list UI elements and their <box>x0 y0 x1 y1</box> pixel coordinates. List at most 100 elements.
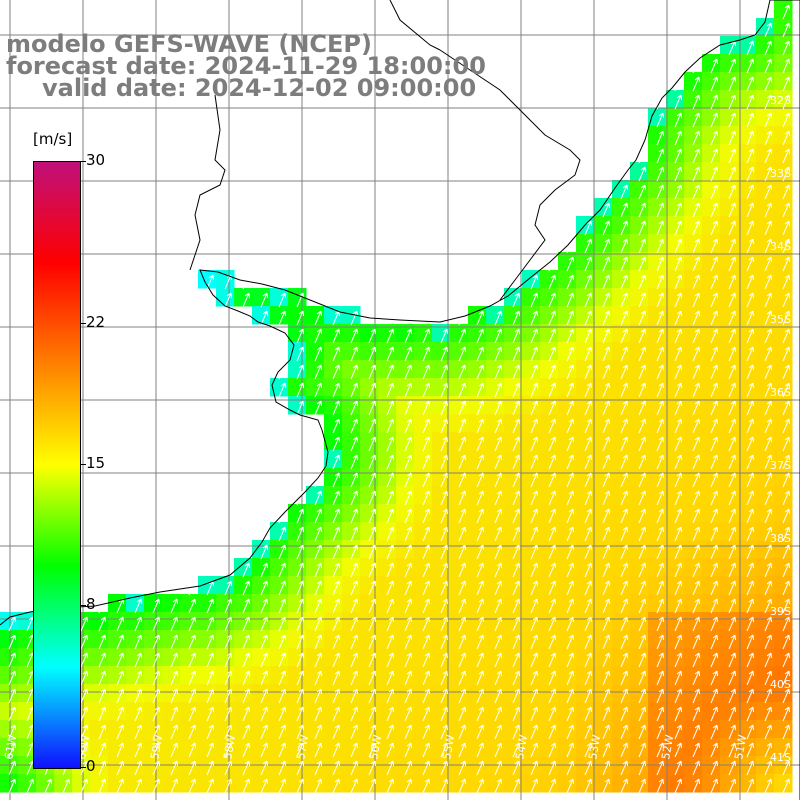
wind-arrow <box>584 256 592 272</box>
wind-arrow <box>692 148 700 164</box>
wind-arrow <box>278 616 286 632</box>
wind-arrow <box>692 562 700 578</box>
wind-speed-cell <box>630 342 649 361</box>
wind-speed-cell <box>414 504 433 523</box>
wind-speed-cell <box>720 234 739 253</box>
wind-arrow <box>764 346 772 362</box>
wind-arrow <box>764 220 772 236</box>
wind-arrow <box>674 292 682 308</box>
wind-arrow <box>332 598 340 614</box>
wind-arrow <box>116 778 124 794</box>
wind-arrow <box>152 760 160 776</box>
wind-arrow <box>548 328 556 344</box>
wind-arrow <box>512 328 520 344</box>
wind-speed-cell <box>558 486 577 505</box>
wind-arrow <box>512 400 520 416</box>
wind-arrow <box>242 598 250 614</box>
wind-arrow <box>368 472 376 488</box>
wind-speed-cell <box>360 612 379 631</box>
wind-speed-cell <box>612 270 631 289</box>
wind-arrow <box>476 328 484 344</box>
wind-speed-cell <box>648 396 667 415</box>
wind-speed-cell <box>720 342 739 361</box>
colorbar-tick-mark <box>80 767 86 768</box>
wind-speed-cell <box>576 522 595 541</box>
wind-arrow <box>512 346 520 362</box>
wind-arrow <box>440 328 448 344</box>
wind-speed-cell <box>306 630 325 649</box>
wind-arrow <box>548 616 556 632</box>
wind-speed-cell <box>774 630 793 649</box>
wind-arrow <box>440 742 448 758</box>
wind-arrow <box>656 580 664 596</box>
wind-arrow <box>188 670 196 686</box>
wind-arrow <box>656 760 664 776</box>
wind-speed-cell <box>666 432 685 451</box>
wind-speed-cell <box>558 414 577 433</box>
wind-speed-cell <box>468 594 487 613</box>
wind-speed-cell <box>576 306 595 325</box>
wind-speed-cell <box>504 306 523 325</box>
wind-speed-cell <box>720 432 739 451</box>
wind-speed-cell <box>414 702 433 721</box>
wind-arrow <box>548 418 556 434</box>
wind-speed-cell <box>216 612 235 631</box>
wind-arrow <box>476 526 484 542</box>
wind-arrow <box>512 310 520 326</box>
wind-speed-cell <box>612 432 631 451</box>
wind-arrow <box>548 472 556 488</box>
wind-arrow <box>368 418 376 434</box>
wind-speed-cell <box>198 774 217 793</box>
wind-speed-cell <box>630 198 649 217</box>
wind-arrow <box>152 598 160 614</box>
wind-speed-cell <box>306 342 325 361</box>
wind-speed-cell <box>324 360 343 379</box>
wind-arrow <box>620 256 628 272</box>
wind-speed-cell <box>720 450 739 469</box>
wind-arrows <box>8 4 790 794</box>
wind-speed-cell <box>612 576 631 595</box>
wind-arrow <box>782 22 790 38</box>
wind-arrow <box>134 616 142 632</box>
wind-arrow <box>638 310 646 326</box>
wind-arrow <box>746 562 754 578</box>
wind-speed-cell <box>774 576 793 595</box>
wind-speed-cell <box>720 72 739 91</box>
wind-arrow <box>692 724 700 740</box>
wind-arrow <box>260 292 268 308</box>
wind-speed-cell <box>648 198 667 217</box>
wind-arrow <box>656 346 664 362</box>
wind-arrow <box>782 220 790 236</box>
wind-speed-cell <box>144 630 163 649</box>
wind-speed-cell <box>540 738 559 757</box>
wind-arrow <box>494 580 502 596</box>
wind-speed-cell <box>522 774 541 793</box>
wind-speed-cell <box>324 594 343 613</box>
wind-speed-cell <box>396 576 415 595</box>
wind-speed-cell <box>414 720 433 739</box>
wind-arrow <box>368 436 376 452</box>
wind-speed-cell <box>630 252 649 271</box>
wind-speed-cell <box>504 396 523 415</box>
wind-arrow <box>548 598 556 614</box>
wind-arrow <box>458 382 466 398</box>
wind-arrow <box>638 580 646 596</box>
wind-speed-cell <box>126 702 145 721</box>
wind-arrow <box>584 580 592 596</box>
wind-arrow <box>368 778 376 794</box>
wind-arrow <box>458 652 466 668</box>
wind-speed-cell <box>504 684 523 703</box>
wind-arrow <box>170 652 178 668</box>
wind-speed-cell <box>198 270 217 289</box>
wind-arrow <box>584 526 592 542</box>
wind-arrow <box>476 706 484 722</box>
colorbar-tick-label: 22 <box>86 312 106 331</box>
wind-speed-cell <box>612 630 631 649</box>
wind-speed-cell <box>648 720 667 739</box>
wind-arrow <box>602 292 610 308</box>
wind-arrow <box>674 742 682 758</box>
wind-arrow <box>782 58 790 74</box>
wind-speed-cell <box>594 486 613 505</box>
wind-arrow <box>98 598 106 614</box>
